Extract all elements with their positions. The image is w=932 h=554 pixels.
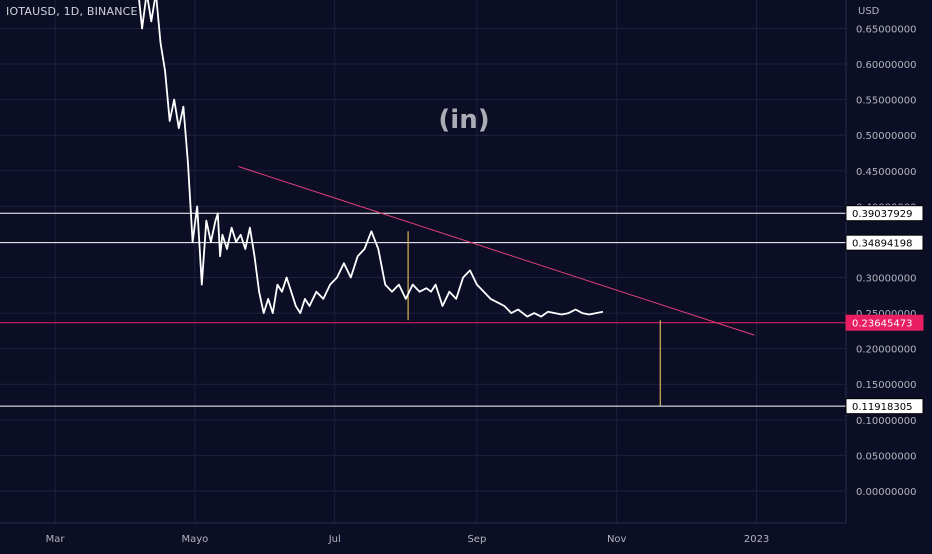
- symbol-label: IOTAUSD, 1D, BINANCE: [6, 5, 138, 18]
- price-tick-label: 0.20000000: [856, 345, 916, 356]
- price-tick-label: 0.00000000: [856, 487, 916, 498]
- time-tick-label: Mar: [46, 534, 66, 545]
- time-tick-label: Mayo: [181, 534, 208, 545]
- price-level-badge-label: 0.34894198: [852, 239, 912, 250]
- price-level-badge-label: 0.39037929: [852, 209, 912, 220]
- price-tick-label: 0.50000000: [856, 131, 916, 142]
- price-tick-label: 0.25000000: [856, 309, 916, 320]
- price-tick-label: 0.05000000: [856, 451, 916, 462]
- price-tick-label: 0.45000000: [856, 167, 916, 178]
- price-tick-label: 0.15000000: [856, 380, 916, 391]
- price-tick-label: 0.10000000: [856, 416, 916, 427]
- price-level-badge[interactable]: [845, 205, 924, 222]
- price-line[interactable]: [138, 0, 604, 318]
- price-tick-label: 0.30000000: [856, 274, 916, 285]
- time-axis[interactable]: Mar Mayo Jul Sep Nov 2023: [0, 522, 846, 545]
- price-tick-label: 0.55000000: [856, 96, 916, 107]
- price-level-badge-label: 0.11918305: [852, 402, 912, 413]
- price-level-badge[interactable]: [845, 398, 924, 415]
- price-level-badge[interactable]: [845, 314, 924, 331]
- time-tick-label: Sep: [467, 534, 486, 545]
- price-tick-label: 0.65000000: [856, 24, 916, 35]
- watermark-text: (in): [438, 105, 489, 135]
- price-level-badge-label: 0.23645473: [852, 319, 912, 330]
- price-tick-label: 0.60000000: [856, 60, 916, 71]
- price-level-badge[interactable]: [845, 234, 924, 251]
- time-tick-label: Jul: [328, 534, 341, 545]
- series-layer: [138, 0, 604, 318]
- time-tick-label: 2023: [744, 534, 769, 545]
- descending-trendline[interactable]: [238, 166, 755, 336]
- time-tick-label: Nov: [607, 534, 627, 545]
- watermark-logo: (in): [438, 105, 489, 135]
- price-axis[interactable]: USD 0.65000000 0.60000000 0.55000000 0.50000…: [845, 0, 924, 523]
- drawing-layer: [0, 166, 846, 407]
- price-axis-unit: USD: [858, 6, 880, 17]
